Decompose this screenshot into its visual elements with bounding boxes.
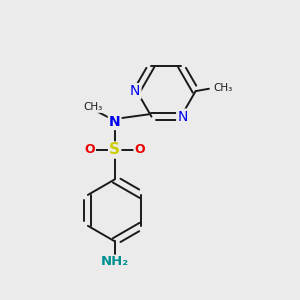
Text: N: N <box>130 84 140 98</box>
Text: O: O <box>134 143 145 157</box>
Text: N: N <box>177 110 188 124</box>
Text: S: S <box>109 142 120 158</box>
Text: N: N <box>109 115 121 129</box>
Text: CH₃: CH₃ <box>213 83 232 93</box>
Text: CH₃: CH₃ <box>83 102 102 112</box>
Text: NH₂: NH₂ <box>100 255 129 268</box>
Text: O: O <box>84 143 95 157</box>
